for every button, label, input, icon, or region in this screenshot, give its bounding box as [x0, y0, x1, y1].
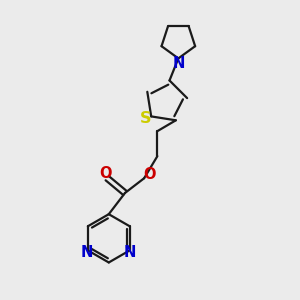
Text: O: O: [143, 167, 155, 182]
Text: N: N: [81, 245, 94, 260]
Text: S: S: [140, 111, 152, 126]
Text: N: N: [124, 245, 136, 260]
Text: N: N: [172, 56, 184, 71]
Text: O: O: [100, 166, 112, 181]
